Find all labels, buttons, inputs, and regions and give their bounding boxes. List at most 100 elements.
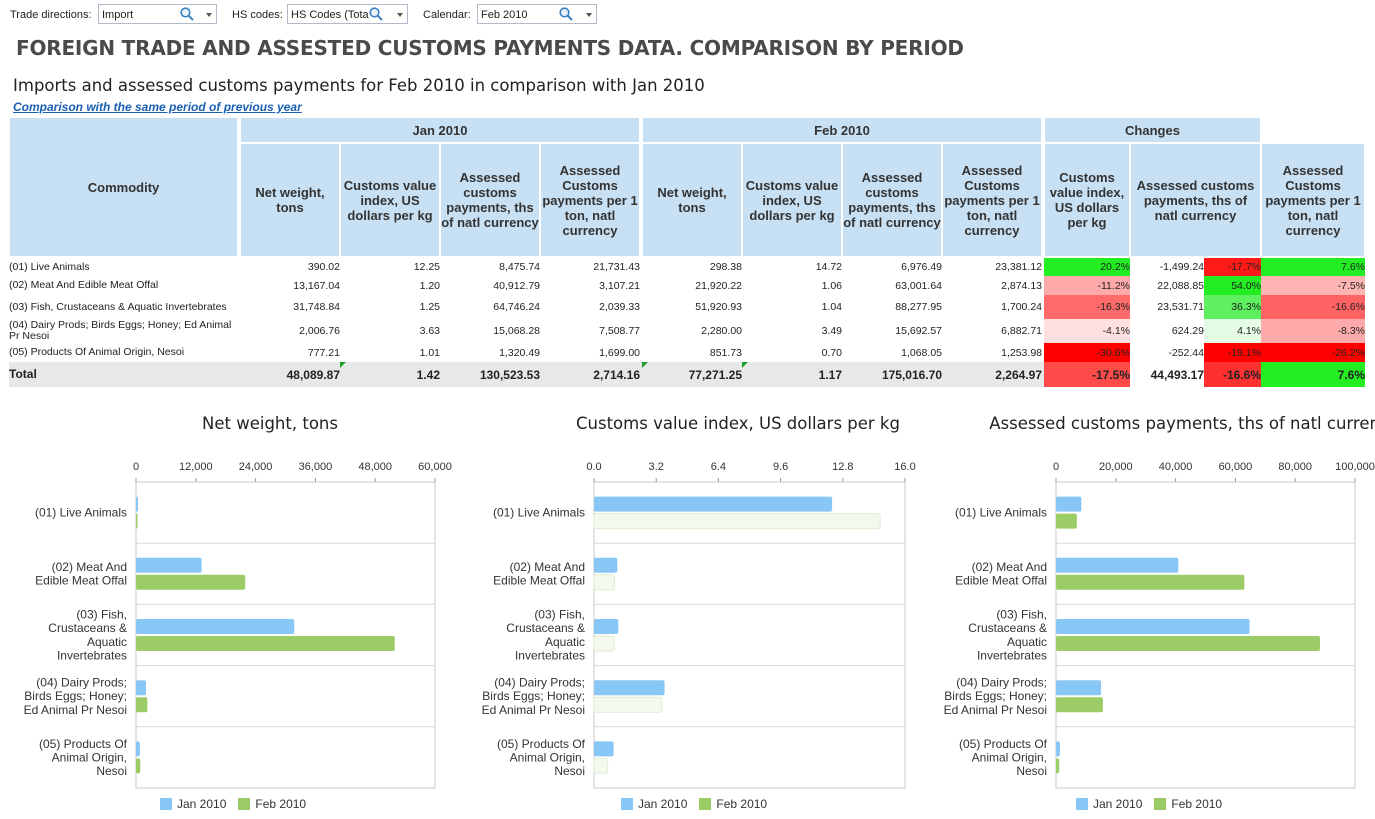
commodity-name: (05) Products Of Animal Origin, Nesoi bbox=[9, 346, 185, 358]
legend-swatch bbox=[238, 798, 251, 810]
bar bbox=[594, 680, 665, 696]
tick-label: 24,000 bbox=[239, 461, 273, 473]
search-icon[interactable] bbox=[179, 6, 195, 22]
jan-payments-header: Assessed customs payments, ths of natl c… bbox=[439, 142, 541, 258]
jan-cell: 7,508.77 bbox=[599, 325, 640, 337]
category-label: Nesoi bbox=[96, 764, 127, 778]
change-cell: -8.3% bbox=[1261, 319, 1365, 343]
chevron-down-icon[interactable] bbox=[206, 13, 212, 17]
tick-label: 9.6 bbox=[773, 461, 788, 473]
total-row: Total 48,089.87 1.42 130,523.53 2,714.16 77,2… bbox=[9, 362, 1365, 387]
change-cell: 7.6% bbox=[1261, 257, 1365, 276]
category-label: Aquatic bbox=[1007, 635, 1047, 649]
feb-cell: 2,874.13 bbox=[1001, 279, 1042, 292]
chart-title: Assessed customs payments, ths of natl c… bbox=[989, 414, 1375, 433]
category-label: Edible Meat Offal bbox=[955, 574, 1047, 588]
page-title: FOREIGN TRADE AND ASSESTED CUSTOMS PAYME… bbox=[16, 36, 964, 60]
jan-cell: 21,731.43 bbox=[593, 261, 640, 273]
category-label: Aquatic bbox=[545, 635, 585, 649]
category-label: (01) Live Animals bbox=[955, 506, 1047, 520]
legend-label: Jan 2010 bbox=[177, 797, 227, 811]
tick-label: 80,000 bbox=[1278, 461, 1312, 473]
bar bbox=[593, 574, 616, 591]
category-label: Animal Origin, bbox=[972, 750, 1047, 764]
comment-flag-icon bbox=[642, 362, 648, 368]
category-label: Aquatic bbox=[87, 635, 127, 649]
changes-group-header: Changes bbox=[1043, 116, 1262, 144]
jan-cell: 1.01 bbox=[419, 346, 440, 359]
category-label: (05) Products Of bbox=[39, 737, 128, 751]
feb-cell: 0.70 bbox=[821, 346, 842, 359]
category-label: Edible Meat Offal bbox=[493, 574, 585, 588]
legend-item-feb[interactable]: Feb 2010 bbox=[699, 797, 767, 811]
feb-cell: 2,264.97 bbox=[942, 362, 1042, 387]
category-label: (04) Dairy Prods; bbox=[494, 676, 585, 690]
jan-cell: 12.25 bbox=[413, 261, 440, 273]
legend-swatch bbox=[160, 798, 172, 810]
table-row: (03) Fish, Crustaceans & Aquatic Inverte… bbox=[9, 295, 1365, 319]
bar bbox=[136, 574, 246, 590]
legend-swatch bbox=[621, 798, 633, 810]
bar bbox=[1056, 636, 1320, 651]
bar bbox=[136, 680, 147, 696]
calendar-combo[interactable]: Feb 2010 bbox=[477, 4, 597, 24]
bar bbox=[136, 636, 395, 651]
plot-area bbox=[593, 481, 906, 789]
feb-payments-header: Assessed customs payments, ths of natl c… bbox=[841, 142, 943, 258]
chevron-down-icon[interactable] bbox=[586, 13, 592, 17]
bar bbox=[594, 619, 619, 634]
chevron-down-icon[interactable] bbox=[397, 13, 403, 17]
commodity-name: (03) Fish, Crustaceans & Aquatic Inverte… bbox=[9, 300, 227, 313]
category-label: Ed Animal Pr Nesoi bbox=[944, 703, 1047, 717]
feb-cell: 63,001.64 bbox=[895, 279, 942, 292]
jan-cell: 1,699.00 bbox=[599, 346, 640, 359]
change-cell: -7.5% bbox=[1261, 276, 1365, 295]
tick-label: 12,000 bbox=[179, 461, 213, 473]
legend-item-feb[interactable]: Feb 2010 bbox=[238, 797, 306, 811]
search-icon[interactable] bbox=[558, 6, 574, 22]
jan-cell: 1.20 bbox=[419, 279, 440, 292]
change-payments-per-ton-header: Assessed Customs payments per 1 ton, nat… bbox=[1260, 142, 1366, 258]
hs-codes-combo[interactable]: HS Codes (Tota bbox=[287, 4, 408, 24]
category-label: Edible Meat Offal bbox=[35, 574, 127, 588]
bar bbox=[593, 635, 615, 652]
change-value-index-header: Customs value index, US dollars per kg bbox=[1043, 142, 1131, 258]
jan-cell: 15,068.28 bbox=[493, 325, 540, 337]
table-row: (05) Products Of Animal Origin, Nesoi 777… bbox=[9, 343, 1365, 362]
change-cell: -30.6% bbox=[1044, 343, 1130, 362]
change-cell: -16.3% bbox=[1044, 295, 1130, 319]
jan-cell: 777.21 bbox=[307, 346, 340, 359]
bar bbox=[136, 741, 140, 757]
category-label: Invertebrates bbox=[977, 648, 1047, 662]
legend-item-feb[interactable]: Feb 2010 bbox=[1154, 797, 1222, 811]
jan-cell: 3,107.21 bbox=[599, 279, 640, 292]
legend-item-jan[interactable]: Jan 2010 bbox=[621, 797, 687, 811]
legend-swatch bbox=[699, 798, 712, 810]
change-cell: 23,531.71 bbox=[1130, 295, 1204, 319]
trade-directions-combo[interactable]: Import bbox=[98, 4, 217, 24]
compare-previous-year-link[interactable]: Comparison with the same period of previ… bbox=[13, 100, 302, 114]
legend-item-jan[interactable]: Jan 2010 bbox=[1076, 797, 1142, 811]
category-label: (03) Fish, bbox=[76, 608, 127, 622]
change-cell: -19.1% bbox=[1204, 343, 1261, 362]
chart-legend: Jan 2010 Feb 2010 bbox=[621, 797, 779, 811]
change-cell: -17.7% bbox=[1204, 257, 1261, 276]
change-cell: 624.29 bbox=[1130, 319, 1204, 343]
tick-label: 20,000 bbox=[1099, 461, 1133, 473]
trade-directions-label: Trade directions: bbox=[10, 9, 92, 21]
feb-cell: 88,277.95 bbox=[895, 301, 942, 313]
chart-legend: Jan 2010 Feb 2010 bbox=[160, 797, 318, 811]
change-cell: 7.6% bbox=[1261, 362, 1365, 387]
comment-flag-icon bbox=[340, 362, 346, 368]
category-label: (02) Meat And bbox=[972, 560, 1047, 574]
bar bbox=[594, 741, 614, 757]
feb-cell: 1.06 bbox=[821, 279, 842, 292]
legend-label: Jan 2010 bbox=[1093, 797, 1143, 811]
jan-group-header: Jan 2010 bbox=[239, 116, 641, 144]
search-icon[interactable] bbox=[368, 6, 384, 22]
tick-label: 16.0 bbox=[894, 461, 915, 473]
legend-item-jan[interactable]: Jan 2010 bbox=[160, 797, 226, 811]
tick-label: 3.2 bbox=[649, 461, 664, 473]
jan-cell: 1.25 bbox=[419, 301, 440, 313]
change-cell: 4.1% bbox=[1204, 319, 1261, 343]
